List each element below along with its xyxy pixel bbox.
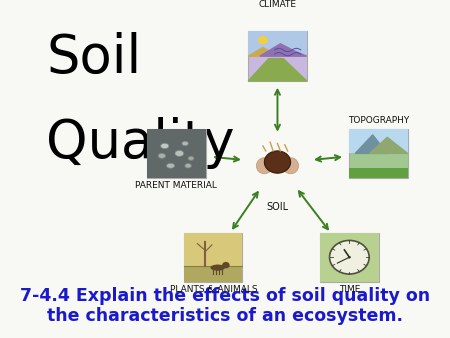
FancyBboxPatch shape	[349, 129, 408, 153]
Ellipse shape	[175, 150, 184, 156]
Polygon shape	[260, 44, 306, 56]
Text: PARENT MATERIAL: PARENT MATERIAL	[135, 182, 217, 190]
FancyBboxPatch shape	[320, 233, 378, 282]
FancyBboxPatch shape	[248, 31, 306, 56]
Circle shape	[348, 256, 351, 259]
Ellipse shape	[158, 153, 166, 158]
FancyBboxPatch shape	[184, 233, 243, 282]
FancyBboxPatch shape	[320, 233, 378, 282]
Ellipse shape	[185, 164, 191, 168]
Text: CLIMATE: CLIMATE	[258, 0, 297, 9]
Text: Quality: Quality	[46, 117, 235, 169]
FancyBboxPatch shape	[184, 233, 243, 282]
Ellipse shape	[161, 143, 169, 149]
Text: TOPOGRAPHY: TOPOGRAPHY	[348, 116, 409, 125]
Circle shape	[222, 262, 230, 268]
Text: Soil: Soil	[46, 31, 141, 83]
FancyBboxPatch shape	[248, 31, 306, 81]
Text: SOIL: SOIL	[266, 201, 288, 212]
Circle shape	[258, 36, 268, 44]
FancyBboxPatch shape	[349, 129, 408, 178]
Ellipse shape	[182, 141, 189, 146]
Polygon shape	[248, 58, 306, 81]
Ellipse shape	[256, 158, 272, 174]
Text: PLANTS & ANIMALS: PLANTS & ANIMALS	[170, 285, 257, 294]
Ellipse shape	[283, 158, 299, 174]
Text: TIME: TIME	[339, 285, 360, 294]
FancyBboxPatch shape	[349, 168, 408, 178]
Polygon shape	[355, 135, 387, 153]
FancyBboxPatch shape	[147, 129, 206, 178]
FancyBboxPatch shape	[184, 266, 243, 282]
Circle shape	[329, 240, 369, 274]
Ellipse shape	[166, 163, 175, 168]
FancyBboxPatch shape	[147, 129, 206, 178]
Ellipse shape	[211, 265, 225, 271]
Text: 7-4.4 Explain the effects of soil quality on: 7-4.4 Explain the effects of soil qualit…	[20, 287, 430, 305]
Polygon shape	[370, 137, 408, 153]
Ellipse shape	[188, 156, 194, 160]
Polygon shape	[248, 48, 306, 56]
Circle shape	[264, 151, 291, 173]
Text: the characteristics of an ecosystem.: the characteristics of an ecosystem.	[47, 307, 403, 325]
